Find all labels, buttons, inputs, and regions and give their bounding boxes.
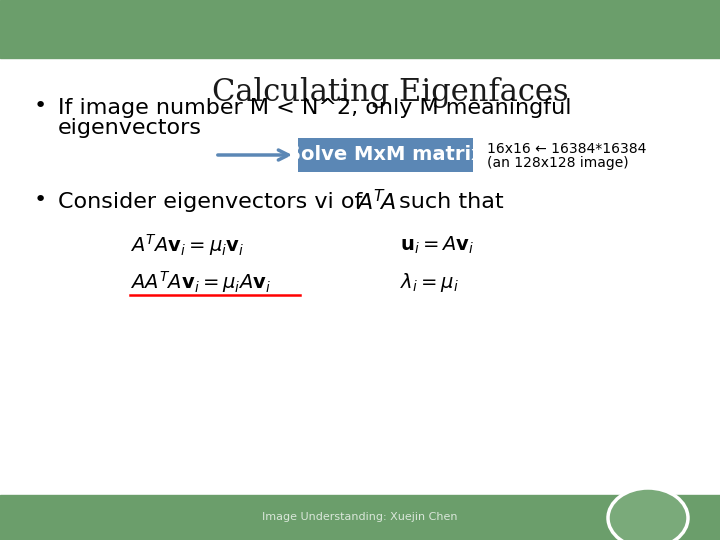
Text: Consider eigenvectors vi of: Consider eigenvectors vi of	[58, 192, 369, 212]
Text: $\mathbf{u}_i = A\mathbf{v}_i$: $\mathbf{u}_i = A\mathbf{v}_i$	[400, 234, 474, 255]
Ellipse shape	[608, 488, 688, 540]
Text: •: •	[33, 190, 47, 210]
Text: $AA^T A\mathbf{v}_i = \mu_i A\mathbf{v}_i$: $AA^T A\mathbf{v}_i = \mu_i A\mathbf{v}_…	[130, 269, 271, 295]
Bar	[0, 495, 720, 540]
Text: If image number M < N^2, only M meaningful: If image number M < N^2, only M meaningf…	[58, 98, 572, 118]
Text: Calculating Eigenfaces: Calculating Eigenfaces	[212, 78, 568, 109]
Text: eigenvectors: eigenvectors	[58, 118, 202, 138]
Text: (an 128x128 image): (an 128x128 image)	[487, 156, 629, 170]
Text: Solve MxM matrix: Solve MxM matrix	[287, 145, 484, 165]
Text: such that: such that	[392, 192, 503, 212]
FancyBboxPatch shape	[298, 138, 473, 172]
Text: $A^T\!A$: $A^T\!A$	[356, 190, 396, 214]
Text: $A^T A\mathbf{v}_i = \mu_i \mathbf{v}_i$: $A^T A\mathbf{v}_i = \mu_i \mathbf{v}_i$	[130, 232, 245, 258]
Text: 16x16 ← 16384*16384: 16x16 ← 16384*16384	[487, 142, 647, 156]
Bar	[0, 0, 720, 58]
Text: •: •	[33, 96, 47, 116]
Text: $\lambda_i = \mu_i$: $\lambda_i = \mu_i$	[400, 271, 459, 294]
Text: Image Understanding: Xuejin Chen: Image Understanding: Xuejin Chen	[262, 512, 458, 523]
